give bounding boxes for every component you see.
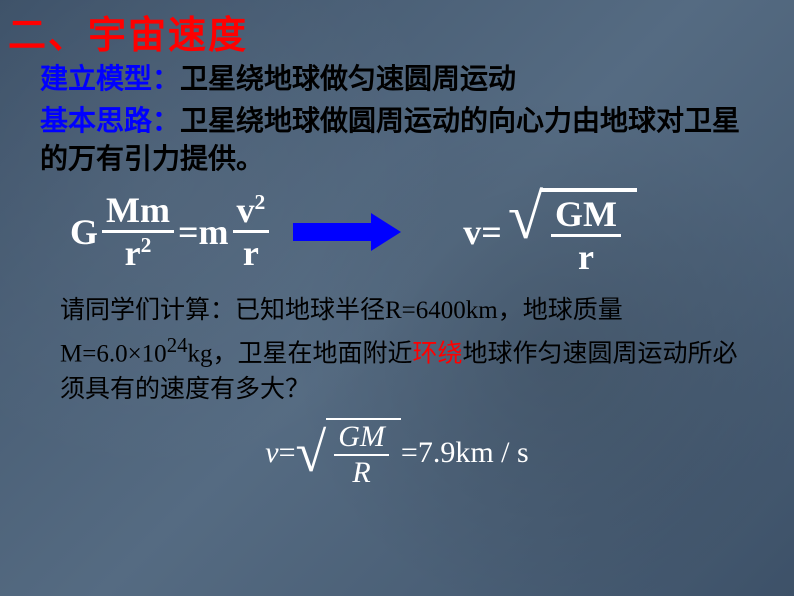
eq-G: G bbox=[70, 211, 98, 253]
equation-right: v = √ GM r bbox=[463, 188, 637, 275]
sqrt-sign-icon: √ bbox=[508, 188, 543, 275]
eq-v: v bbox=[463, 211, 481, 253]
equation-row: G Mm r2 = m v2 r v = √ GM bbox=[0, 180, 794, 283]
eq-m: m bbox=[199, 211, 229, 253]
q-exp: 24 bbox=[167, 333, 188, 357]
final-val: 7.9km / s bbox=[418, 436, 529, 470]
idea-label: 基本思路： bbox=[40, 106, 180, 137]
section-title: 二、宇宙速度 bbox=[0, 0, 794, 59]
q-red: 环绕 bbox=[413, 340, 463, 367]
eq-equals-1: = bbox=[178, 211, 199, 253]
question-text: 请同学们计算：已知地球半径R=6400km，地球质量M=6.0×1024kg，卫… bbox=[0, 283, 794, 412]
eq-frac1-num: Mm bbox=[102, 192, 174, 233]
final-v: v bbox=[265, 436, 278, 470]
final-eq2: = bbox=[401, 436, 418, 470]
sqrt-body: GM r bbox=[541, 188, 637, 275]
final-eq1: = bbox=[279, 436, 296, 470]
final-equation: v = √ GM R = 7.9km / s bbox=[0, 412, 794, 488]
equation-left: G Mm r2 = m v2 r bbox=[70, 192, 273, 271]
model-label: 建立模型： bbox=[40, 64, 180, 95]
final-sqrt-body: GM R bbox=[326, 418, 401, 488]
eq-frac-1: Mm r2 bbox=[102, 192, 174, 271]
slide: 二、宇宙速度 建立模型：卫星绕地球做匀速圆周运动 基本思路：卫星绕地球做圆周运动… bbox=[0, 0, 794, 596]
eq-frac2-num: v2 bbox=[233, 192, 270, 233]
arrow-icon bbox=[293, 213, 403, 251]
eq-equals-2: = bbox=[481, 211, 502, 253]
eq-frac3-num: GM bbox=[551, 196, 621, 237]
eq-frac-2: v2 r bbox=[233, 192, 270, 271]
model-text: 卫星绕地球做匀速圆周运动 bbox=[180, 64, 516, 95]
eq-frac1-den: r2 bbox=[121, 233, 156, 271]
final-frac-num: GM bbox=[334, 422, 389, 456]
final-sqrt-icon: √ bbox=[296, 428, 327, 478]
idea-line: 基本思路：卫星绕地球做圆周运动的向心力由地球对卫星的万有引力提供。 bbox=[0, 101, 794, 181]
eq-frac3-den: r bbox=[574, 237, 598, 275]
eq-frac2-den: r bbox=[239, 233, 263, 271]
final-frac: GM R bbox=[334, 422, 389, 488]
model-line: 建立模型：卫星绕地球做匀速圆周运动 bbox=[0, 59, 794, 101]
final-frac-den: R bbox=[348, 456, 374, 488]
q-mid: kg，卫星在地面附近 bbox=[188, 340, 413, 367]
sqrt-wrap: √ GM r bbox=[508, 188, 637, 275]
eq-frac-3: GM r bbox=[551, 196, 621, 275]
